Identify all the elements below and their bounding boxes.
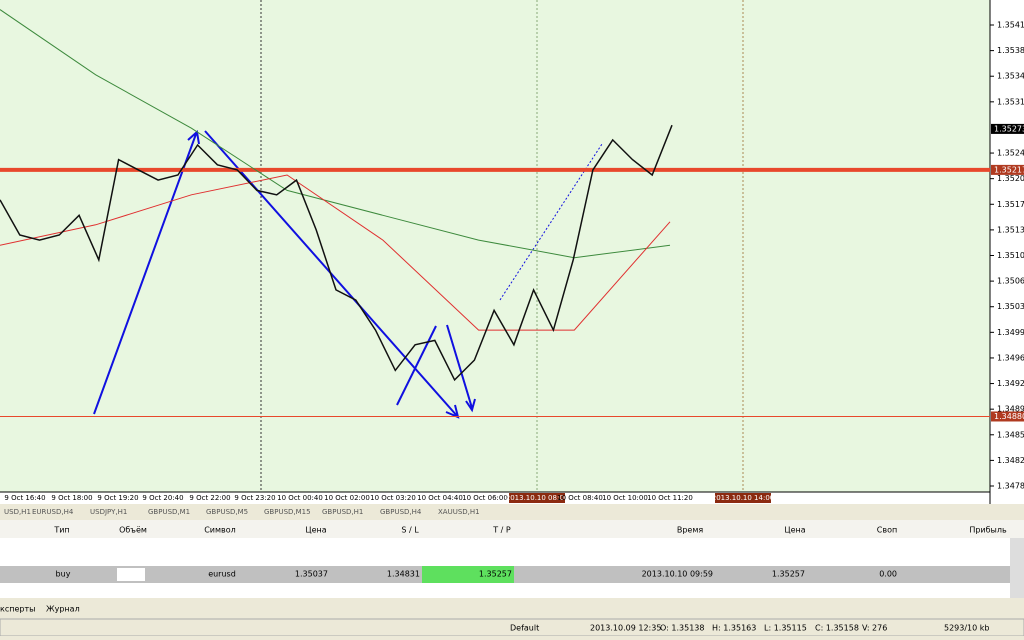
cell: 1.35257 — [479, 570, 512, 579]
bottom-tab[interactable]: Журнал — [46, 605, 80, 614]
bottom-tab[interactable]: ксперты — [0, 605, 35, 614]
status-field: H: 1.35163 — [712, 624, 756, 633]
column-header: Цена — [784, 526, 805, 535]
level-label: 1.35217 — [994, 165, 1024, 174]
chart-tab[interactable]: XAUUSD,H1 — [438, 508, 480, 516]
price-label: 1.34785 — [997, 482, 1024, 491]
price-label: 1.35170 — [997, 200, 1024, 209]
column-header: T / P — [492, 526, 511, 535]
chart-area — [0, 0, 990, 492]
status-field: Default — [510, 624, 539, 633]
time-label: 10 Oct 00:40 — [277, 494, 323, 502]
time-label: 9 Oct 20:40 — [142, 494, 183, 502]
time-label: 9 Oct 16:40 — [4, 494, 45, 502]
column-header: Время — [677, 526, 704, 535]
cell: 1.35037 — [295, 570, 328, 579]
chart-tab[interactable]: EURUSD,H4 — [32, 508, 74, 516]
price-label: 1.35135 — [997, 225, 1024, 234]
time-label: 9 Oct 19:20 — [97, 494, 138, 502]
time-label: 10 Oct 04:40 — [417, 494, 463, 502]
time-label: 10 Oct 02:00 — [324, 494, 370, 502]
volume-box — [117, 568, 145, 581]
time-label: 2013.10.10 14:00 — [712, 494, 774, 502]
scrollbar[interactable] — [1010, 538, 1024, 598]
time-label: 10 Oct 06:00 — [462, 494, 508, 502]
chart-tab[interactable]: GBPUSD,M1 — [148, 508, 190, 516]
time-box — [509, 493, 565, 503]
chart-tab[interactable]: GBPUSD,M5 — [206, 508, 248, 516]
chart-tab[interactable]: GBPUSD,H1 — [322, 508, 363, 516]
table-header — [0, 520, 1024, 538]
price-label: 1.34855 — [997, 430, 1024, 439]
column-header: Объём — [119, 526, 147, 535]
status-field: V: 276 — [862, 624, 887, 633]
time-label: 10 Oct 03:20 — [370, 494, 416, 502]
column-header: Своп — [877, 526, 897, 535]
column-header: Цена — [305, 526, 326, 535]
level-label: 1.34880 — [994, 412, 1024, 421]
cell: 2013.10.10 09:59 — [642, 570, 713, 579]
time-box — [715, 493, 771, 503]
status-field: 2013.10.09 12:35 — [590, 624, 661, 633]
price-label: 1.35030 — [997, 302, 1024, 311]
column-header: Символ — [204, 526, 236, 535]
price-label: 1.34890 — [997, 405, 1024, 414]
level-box — [991, 411, 1024, 422]
ma-fast — [0, 174, 671, 331]
price-label: 1.35380 — [997, 46, 1024, 55]
price-label: 1.34960 — [997, 353, 1024, 362]
chart-tab[interactable]: USD,H1 — [4, 508, 31, 516]
status-field: O: 1.35138 — [660, 624, 704, 633]
time-label: 9 Oct 22:00 — [189, 494, 230, 502]
price-label: 1.35065 — [997, 277, 1024, 286]
time-label: 10 Oct 10:00 — [602, 494, 648, 502]
status-field: L: 1.35115 — [764, 624, 807, 633]
status-field: C: 1.35158 — [815, 624, 859, 633]
time-label: 2013.10.10 08:00 — [506, 494, 568, 502]
time-label: 10 Oct 08:40 — [557, 494, 603, 502]
cell: eurusd — [208, 570, 236, 579]
cell: buy — [56, 570, 71, 579]
chart-tab[interactable]: USDJPY,H1 — [90, 508, 127, 516]
ma-slow — [0, 9, 671, 259]
time-label: 9 Oct 23:20 — [234, 494, 275, 502]
price-label: 1.35273 — [994, 124, 1024, 133]
chart-tab[interactable]: GBPUSD,H4 — [380, 508, 422, 516]
column-header: Тип — [53, 526, 69, 535]
price-label: 1.35100 — [997, 251, 1024, 260]
column-header: S / L — [401, 526, 419, 535]
price-label: 1.35240 — [997, 149, 1024, 158]
cell: 1.34831 — [387, 570, 420, 579]
level-box — [991, 164, 1024, 175]
tab-bar — [0, 505, 1024, 519]
cell: 1.35257 — [772, 570, 805, 579]
price-label: 1.34995 — [997, 328, 1024, 337]
tp-cell — [422, 566, 514, 583]
time-label: 9 Oct 18:00 — [51, 494, 92, 502]
chart-tab[interactable]: GBPUSD,M15 — [264, 508, 311, 516]
price-box — [991, 123, 1024, 134]
price-label: 1.35345 — [997, 72, 1024, 81]
cell: 0.00 — [879, 570, 897, 579]
price-label: 1.34925 — [997, 379, 1024, 388]
closes — [0, 124, 673, 382]
trend-arrows — [93, 130, 603, 419]
price-label: 1.35310 — [997, 97, 1024, 106]
price-label: 1.34820 — [997, 456, 1024, 465]
price-label: 1.35415 — [997, 21, 1024, 30]
column-header: Прибыль — [969, 526, 1007, 535]
time-label: 10 Oct 11:20 — [647, 494, 693, 502]
status-field: 5293/10 kb — [944, 624, 990, 633]
price-label: 1.35205 — [997, 174, 1024, 183]
